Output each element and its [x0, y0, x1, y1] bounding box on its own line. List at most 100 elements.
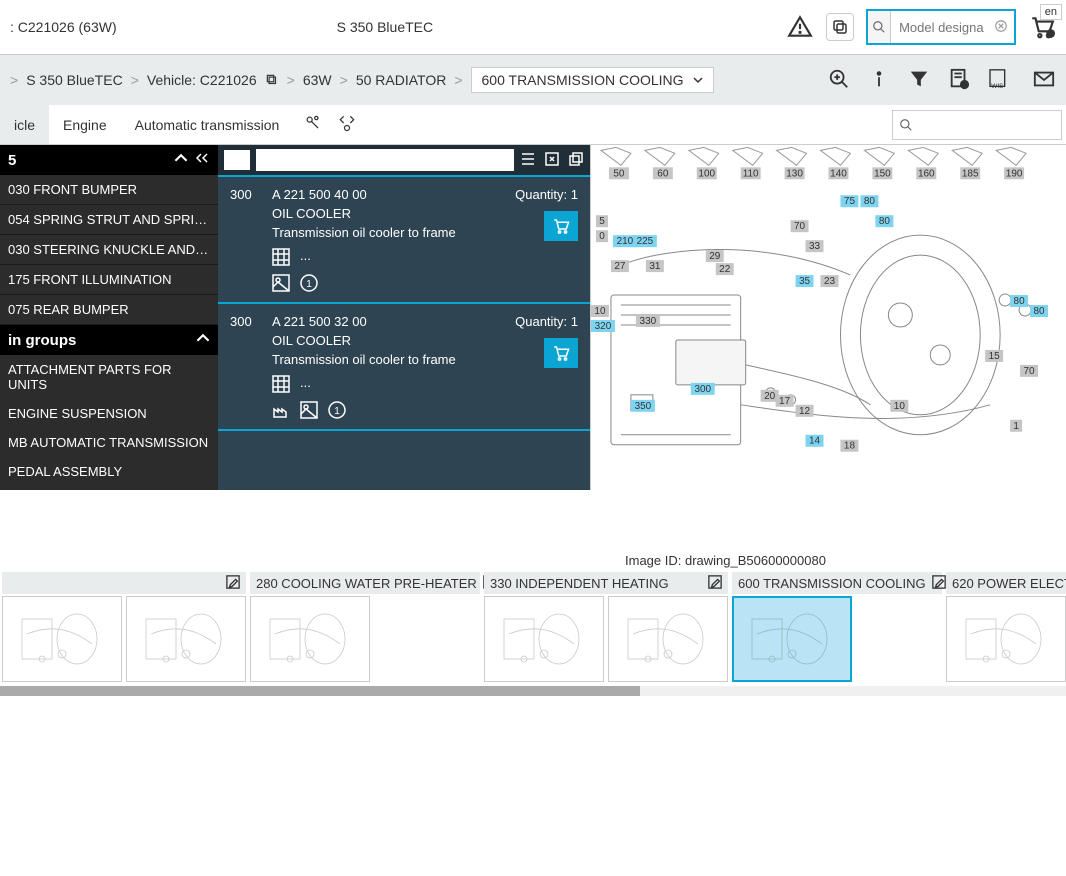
tab-search[interactable]: [892, 110, 1062, 140]
svg-text:15: 15: [989, 351, 1001, 362]
info-circle-icon[interactable]: 1: [300, 274, 318, 292]
sidebar-item[interactable]: 054 SPRING STRUT AND SPRING ...: [0, 205, 218, 235]
thumbnail[interactable]: [732, 596, 852, 682]
tab-engine[interactable]: Engine: [49, 105, 121, 144]
svg-text:1: 1: [334, 406, 340, 417]
top-bar: : C221026 (63W) S 350 BlueTEC +: [0, 0, 1066, 55]
thumbnail[interactable]: [126, 596, 246, 682]
tab-transmission[interactable]: Automatic transmission: [121, 105, 294, 144]
svg-text:320: 320: [595, 321, 612, 332]
expand-icon[interactable]: [544, 151, 560, 170]
part-item[interactable]: 300 A 221 500 40 00 Quantity: 1 OIL COOL…: [218, 175, 590, 304]
mail-icon[interactable]: [1032, 68, 1056, 93]
part-qty: Quantity: 1: [515, 187, 578, 202]
zoom-icon[interactable]: [828, 68, 850, 93]
breadcrumb-active[interactable]: 600 TRANSMISSION COOLING: [471, 67, 715, 93]
document-alert-icon[interactable]: !: [948, 68, 970, 93]
svg-text:130: 130: [786, 168, 803, 179]
info-circle-icon[interactable]: 1: [328, 401, 346, 419]
svg-text:33: 33: [809, 241, 821, 252]
thumbnail[interactable]: [946, 596, 1066, 682]
svg-text:+: +: [1049, 32, 1053, 39]
breadcrumb-code[interactable]: 63W: [303, 72, 332, 88]
image-id-label: Image ID: drawing_B50600000080: [0, 545, 1066, 572]
edit-icon[interactable]: [708, 575, 722, 592]
thumbnail[interactable]: [484, 596, 604, 682]
svg-text:!: !: [964, 82, 966, 89]
collapse-icon[interactable]: [194, 151, 210, 169]
svg-text:300: 300: [694, 384, 711, 395]
edit-icon[interactable]: [932, 575, 946, 592]
tool-icon-1[interactable]: [303, 113, 323, 136]
edit-icon[interactable]: [226, 575, 240, 592]
parts-toggle[interactable]: [224, 150, 250, 170]
image-icon[interactable]: [300, 401, 318, 419]
breadcrumb-sep: >: [131, 72, 139, 88]
sidebar-item[interactable]: 030 FRONT BUMPER: [0, 175, 218, 205]
sidebar-item[interactable]: 030 STEERING KNUCKLE AND CO...: [0, 235, 218, 265]
sidebar-group-item[interactable]: MB AUTOMATIC TRANSMISSION: [0, 428, 218, 457]
thumbnail[interactable]: [250, 596, 370, 682]
copy-small-icon[interactable]: [265, 73, 279, 87]
part-item[interactable]: 300 A 221 500 32 00 Quantity: 1 OIL COOL…: [218, 304, 590, 431]
svg-text:10: 10: [894, 401, 906, 412]
chevron-up-icon[interactable]: [174, 151, 188, 169]
grid-icon[interactable]: [272, 248, 290, 266]
svg-text:75: 75: [844, 196, 856, 207]
part-name: OIL COOLER: [272, 333, 578, 348]
tab-vehicle[interactable]: icle: [0, 105, 49, 144]
sidebar: 5 030 FRONT BUMPER 054 SPRING STRUT AND …: [0, 145, 218, 490]
breadcrumb-sep: >: [287, 72, 295, 88]
sidebar-group-item[interactable]: ATTACHMENT PARTS FOR UNITS: [0, 355, 218, 399]
svg-text:23: 23: [824, 276, 836, 287]
breadcrumb-radiator[interactable]: 50 RADIATOR: [356, 72, 447, 88]
grid-icon[interactable]: [272, 375, 290, 393]
copy-icon[interactable]: [826, 13, 854, 41]
tab-search-input[interactable]: [918, 117, 1061, 132]
svg-text:225: 225: [637, 236, 654, 247]
breadcrumb-model[interactable]: S 350 BlueTEC: [26, 72, 123, 88]
horizontal-scrollbar[interactable]: [0, 686, 1066, 696]
sidebar-item[interactable]: 075 REAR BUMPER: [0, 295, 218, 325]
part-qty: Quantity: 1: [515, 314, 578, 329]
tool-icon-2[interactable]: [337, 113, 357, 136]
parts-search[interactable]: [256, 149, 514, 171]
svg-text:20: 20: [764, 391, 776, 402]
factory-icon[interactable]: [272, 401, 290, 419]
info-icon[interactable]: [868, 68, 890, 93]
sidebar-group-item[interactable]: PEDAL ASSEMBLY: [0, 457, 218, 486]
part-desc: Transmission oil cooler to frame: [272, 352, 578, 367]
thumbnail-header: 620 POWER ELECTRONICS COOLING: [946, 572, 1066, 594]
breadcrumb-sep: >: [10, 72, 18, 88]
filter-icon[interactable]: [908, 68, 930, 93]
thumbnail-header: 280 COOLING WATER PRE-HEATER: [250, 572, 480, 594]
sidebar-group-item[interactable]: ENGINE SUSPENSION: [0, 399, 218, 428]
thumbnail-group: 330 INDEPENDENT HEATING: [484, 572, 728, 684]
thumbnail-label: 330 INDEPENDENT HEATING: [490, 576, 669, 591]
thumbnail-header: 600 TRANSMISSION COOLING: [732, 572, 942, 594]
exploded-diagram[interactable]: 50 60 100 110 130 140 150 160 185 190: [591, 145, 1066, 490]
warning-icon[interactable]: [786, 13, 814, 41]
chevron-up-icon[interactable]: [196, 331, 210, 349]
svg-text:5: 5: [599, 216, 605, 227]
list-icon[interactable]: [520, 151, 536, 170]
popout-icon[interactable]: [568, 151, 584, 170]
thumbnail[interactable]: [608, 596, 728, 682]
model-search-box[interactable]: [866, 9, 1016, 45]
model-search-input[interactable]: [891, 20, 994, 35]
thumbnail[interactable]: [2, 596, 122, 682]
add-to-cart-button[interactable]: [544, 338, 578, 368]
wis-icon[interactable]: WIS: [988, 68, 1014, 93]
image-icon[interactable]: [272, 274, 290, 292]
lang-badge[interactable]: en: [1040, 4, 1062, 20]
svg-text:160: 160: [918, 168, 935, 179]
breadcrumb-vehicle[interactable]: Vehicle: C221026: [147, 72, 257, 88]
search-clear-icon[interactable]: [994, 19, 1008, 36]
part-code: A 221 500 32 00: [272, 314, 503, 329]
breadcrumb-row: > S 350 BlueTEC > Vehicle: C221026 > 63W…: [0, 55, 1066, 105]
add-to-cart-button[interactable]: [544, 211, 578, 241]
sidebar-item[interactable]: 175 FRONT ILLUMINATION: [0, 265, 218, 295]
diagram-panel[interactable]: 50 60 100 110 130 140 150 160 185 190: [590, 145, 1066, 490]
breadcrumb-sep: >: [340, 72, 348, 88]
svg-text:12: 12: [799, 406, 811, 417]
